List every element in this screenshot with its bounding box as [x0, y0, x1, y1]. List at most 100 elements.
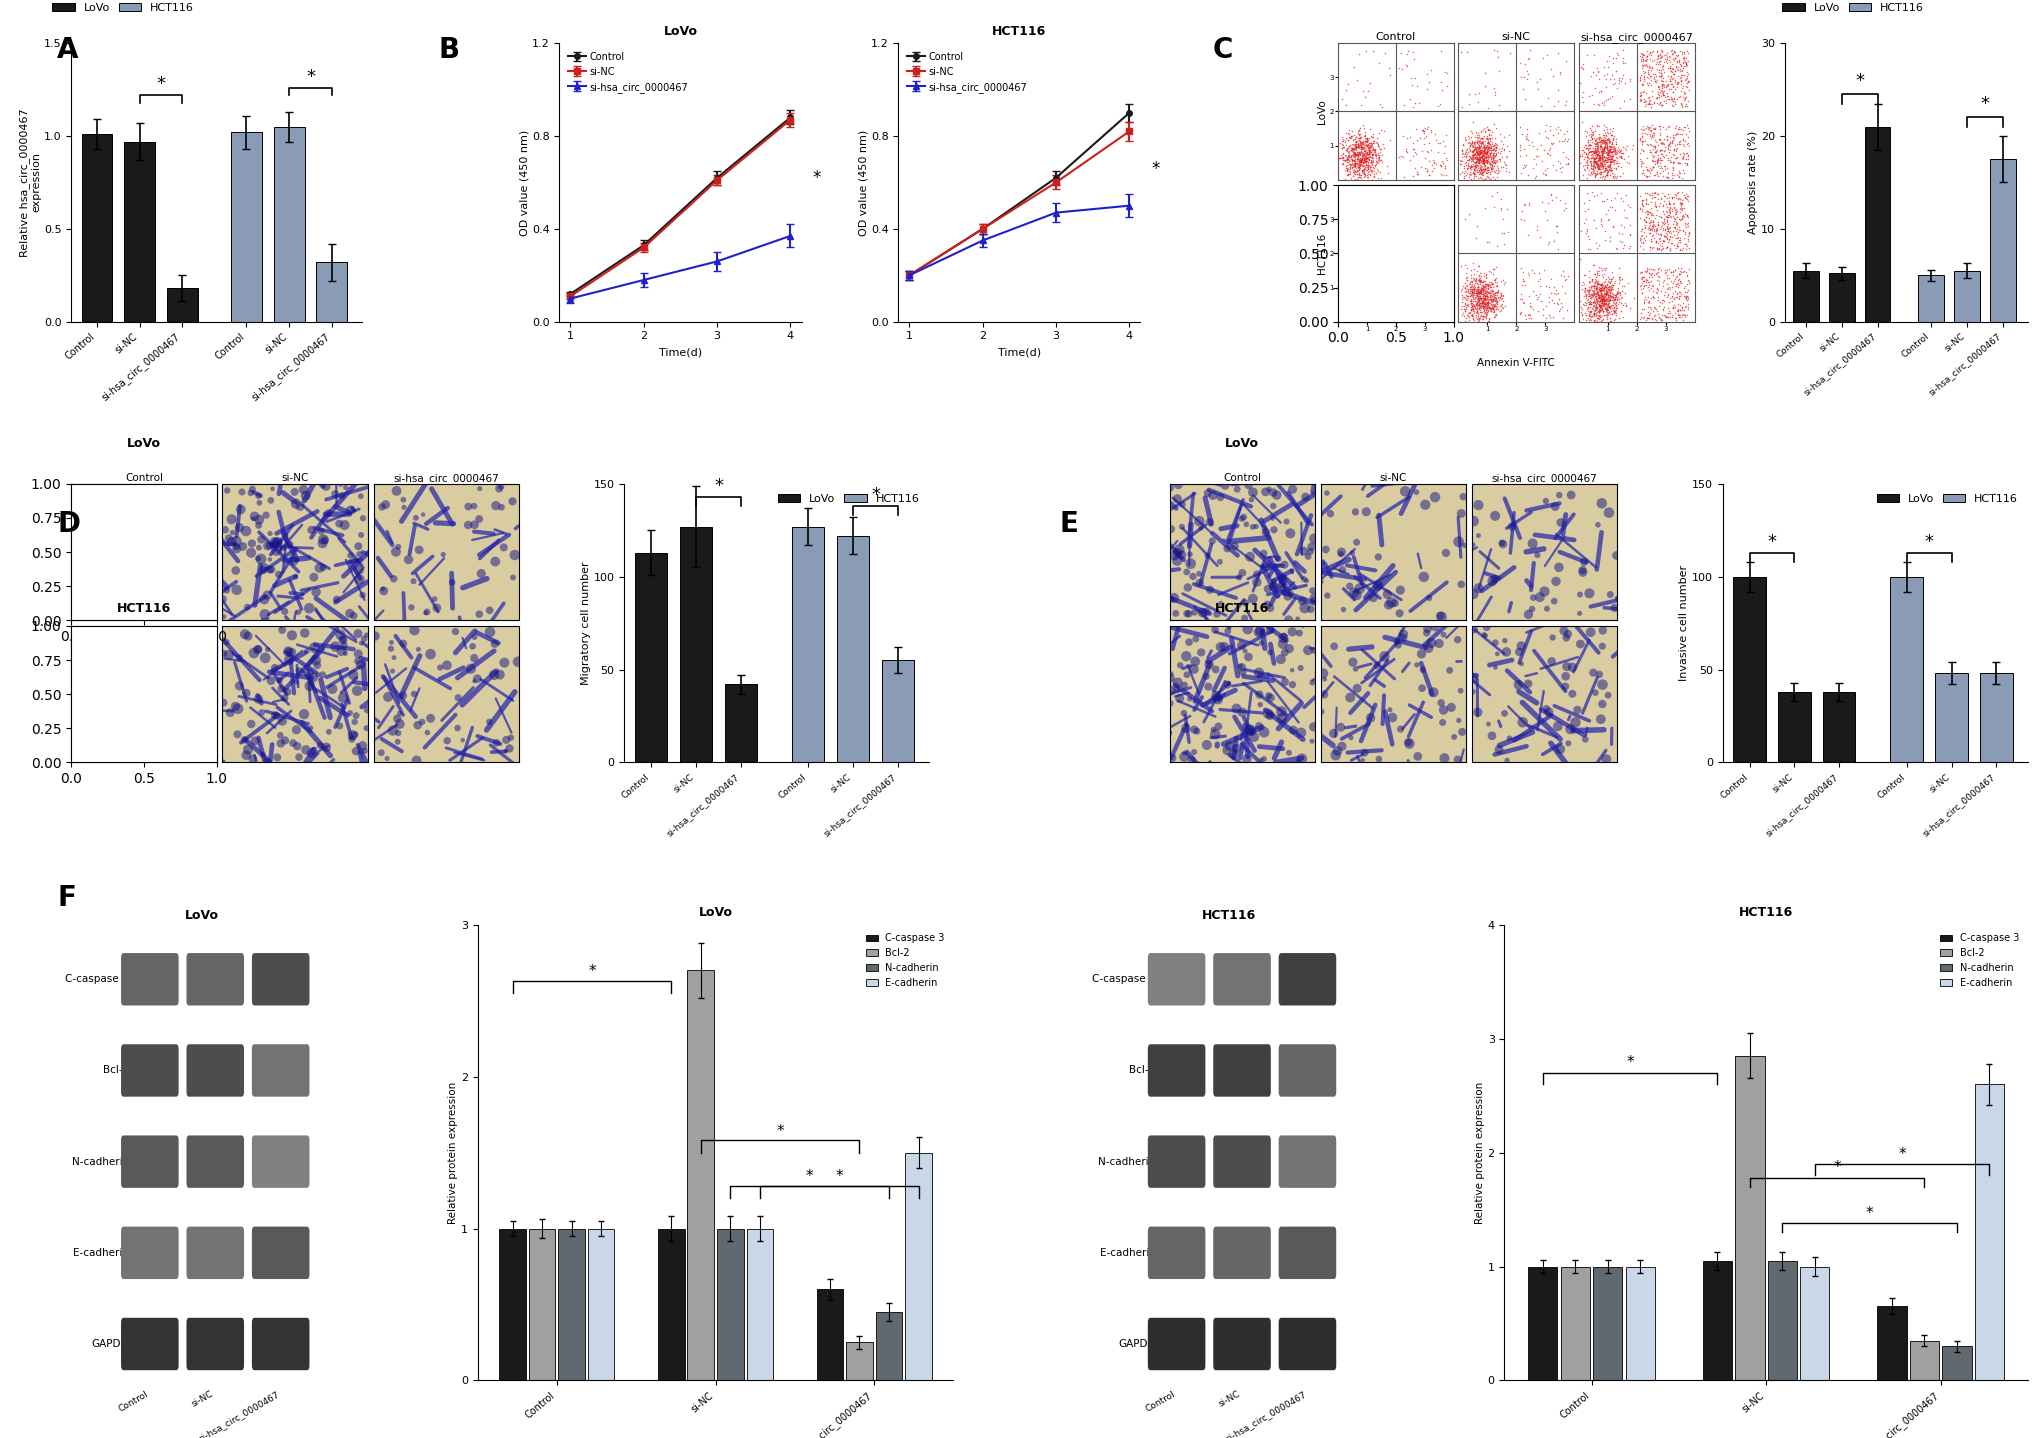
- Point: [1606, 155, 1639, 178]
- Point: [1632, 85, 1665, 108]
- Point: [1274, 522, 1306, 545]
- Point: [1624, 42, 1657, 65]
- Point: [1671, 298, 1704, 321]
- Point: [1634, 230, 1667, 253]
- Point: [1563, 145, 1596, 168]
- Point: [1447, 298, 1480, 321]
- Point: [94, 713, 126, 736]
- Point: [1482, 234, 1514, 257]
- Point: [1467, 137, 1500, 160]
- Point: [1467, 295, 1500, 318]
- Point: [1531, 489, 1563, 512]
- Point: [1577, 303, 1610, 326]
- Point: [1590, 289, 1622, 312]
- Point: [1657, 42, 1690, 65]
- Point: [1480, 255, 1512, 278]
- Point: [1606, 135, 1639, 158]
- Point: [1339, 272, 1372, 295]
- Point: [1480, 289, 1512, 312]
- Point: [1608, 52, 1641, 75]
- Point: [1431, 288, 1463, 311]
- Point: [1590, 115, 1622, 138]
- Point: [1343, 157, 1376, 180]
- Point: [1480, 181, 1512, 204]
- Point: [1634, 210, 1667, 233]
- Point: [1543, 62, 1575, 85]
- Point: [1345, 144, 1378, 167]
- Point: [1649, 230, 1681, 253]
- Point: [1624, 154, 1657, 177]
- Point: [1482, 280, 1514, 303]
- Point: [1345, 158, 1378, 181]
- Point: [1665, 256, 1698, 279]
- Point: [1577, 154, 1610, 177]
- Point: [261, 539, 293, 562]
- Point: [1355, 131, 1388, 154]
- Point: [1457, 167, 1490, 190]
- Point: [1657, 124, 1690, 147]
- Point: [1626, 53, 1659, 76]
- Point: [1651, 210, 1683, 233]
- Point: [1473, 165, 1506, 188]
- Point: [1590, 298, 1622, 321]
- Point: [1339, 270, 1372, 293]
- Point: [1547, 296, 1579, 319]
- Point: [1669, 285, 1702, 308]
- Point: [1329, 289, 1361, 312]
- Point: [1645, 75, 1677, 98]
- Point: [1459, 142, 1492, 165]
- Point: [259, 656, 291, 679]
- Point: [1653, 229, 1685, 252]
- Point: [1337, 289, 1370, 312]
- Point: [1647, 165, 1679, 188]
- Point: [1634, 73, 1667, 96]
- Point: [1337, 273, 1370, 296]
- Point: [1457, 141, 1490, 164]
- Point: [1586, 293, 1618, 316]
- Point: [1588, 137, 1620, 160]
- Point: [1630, 65, 1663, 88]
- Point: [1331, 72, 1363, 95]
- Point: [1645, 46, 1677, 69]
- Point: [1347, 273, 1380, 296]
- Point: [1447, 134, 1480, 157]
- Point: [1480, 286, 1512, 309]
- Point: [1469, 138, 1502, 161]
- Point: [1563, 165, 1596, 188]
- Point: [1343, 142, 1376, 165]
- Point: [1404, 223, 1437, 246]
- Point: [1651, 305, 1683, 328]
- Point: [1335, 299, 1367, 322]
- Point: [1543, 288, 1575, 311]
- Point: [1665, 40, 1698, 63]
- Point: [1484, 139, 1516, 162]
- Point: [1590, 124, 1622, 147]
- Point: [1588, 63, 1620, 86]
- Point: [98, 680, 130, 703]
- Point: [1325, 137, 1357, 160]
- Point: [1590, 148, 1622, 171]
- Point: [1406, 139, 1439, 162]
- Point: [132, 657, 165, 680]
- Point: [1634, 262, 1667, 285]
- Point: [1577, 150, 1610, 173]
- Point: [1461, 141, 1494, 164]
- Point: [330, 476, 363, 499]
- Point: [1626, 269, 1659, 292]
- Point: [1569, 145, 1602, 168]
- Point: [1343, 289, 1376, 312]
- Point: [1614, 214, 1647, 237]
- Point: [1537, 282, 1569, 305]
- Point: [1447, 142, 1480, 165]
- Point: [1641, 194, 1673, 217]
- Point: [1600, 296, 1632, 319]
- Point: [1512, 262, 1545, 285]
- Point: [1577, 147, 1610, 170]
- Point: [1184, 516, 1217, 539]
- Point: [1351, 272, 1384, 295]
- Point: [1584, 145, 1616, 168]
- Point: [1331, 148, 1363, 171]
- Point: [1641, 150, 1673, 173]
- Point: [1567, 551, 1600, 574]
- Point: [157, 623, 190, 646]
